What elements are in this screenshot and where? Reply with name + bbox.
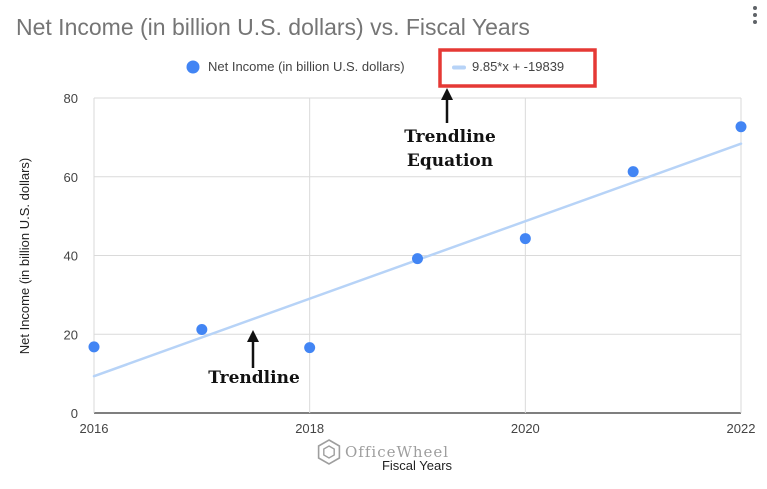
legend-marker-trendline: [452, 65, 466, 70]
y-tick-label: 20: [64, 327, 78, 342]
x-tick-label: 2022: [727, 421, 756, 436]
watermark-text: OfficeWheel: [345, 443, 449, 461]
y-axis-ticks: 0 20 40 60 80: [64, 91, 78, 421]
watermark: OfficeWheel: [317, 439, 449, 465]
data-points: [88, 121, 747, 354]
chart-title: Net Income (in billion U.S. dollars) vs.…: [16, 14, 530, 40]
x-tick-label: 2020: [511, 421, 540, 436]
data-point[interactable]: [627, 166, 639, 178]
data-point[interactable]: [735, 121, 747, 133]
data-point[interactable]: [304, 342, 316, 354]
x-tick-label: 2018: [295, 421, 324, 436]
data-point[interactable]: [196, 324, 208, 336]
legend-label-net-income: Net Income (in billion U.S. dollars): [208, 59, 405, 74]
y-tick-label: 60: [64, 170, 78, 185]
data-point[interactable]: [88, 341, 100, 353]
equation-highlight-box: [438, 48, 597, 88]
more-vert-icon[interactable]: [749, 4, 761, 26]
annotation-text-trendline: Trendline: [208, 368, 300, 388]
annotation-trendline: Trendline: [208, 330, 300, 388]
annotation-trendline-equation: Trendline Equation: [404, 88, 496, 171]
y-tick-label: 0: [71, 406, 78, 421]
legend[interactable]: Net Income (in billion U.S. dollars) 9.8…: [186, 59, 565, 74]
officewheel-logo-icon: [317, 439, 341, 465]
y-axis-title: Net Income (in billion U.S. dollars): [17, 158, 32, 355]
x-axis-title: Fiscal Years: [382, 458, 453, 473]
data-point[interactable]: [412, 253, 423, 265]
data-point[interactable]: [519, 233, 531, 245]
y-tick-label: 40: [64, 249, 78, 264]
x-tick-label: 2016: [80, 421, 109, 436]
y-tick-label: 80: [64, 91, 78, 106]
legend-marker-net-income: [186, 60, 200, 74]
annotation-text-line-1: Trendline: [404, 127, 496, 147]
x-axis-ticks: 2016 2018 2020 2022: [80, 421, 756, 436]
legend-label-trendline: 9.85*x + -19839: [472, 59, 564, 74]
annotation-text-line-2: Equation: [407, 151, 493, 171]
